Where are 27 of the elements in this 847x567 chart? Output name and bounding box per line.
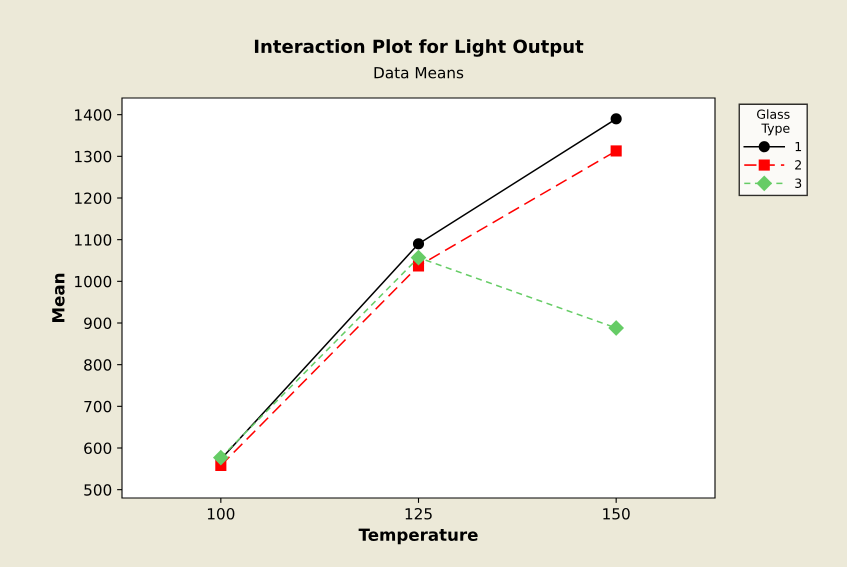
point: [410, 250, 426, 266]
x-tick-label: 125: [406, 508, 432, 520]
y-tick-label: 800: [84, 359, 112, 371]
y-tick-label: 600: [84, 442, 112, 454]
y-tick-label: 1000: [75, 276, 112, 288]
legend-label: 2: [795, 160, 801, 170]
y-tick-label: 500: [84, 484, 112, 496]
x-tick-label: 150: [603, 508, 630, 520]
y-tick-label: 1400: [75, 109, 112, 121]
point: [608, 320, 624, 336]
y-tick-label: 900: [84, 317, 112, 330]
y-tick-label: 1200: [75, 192, 112, 204]
y-tick-label: 1300: [75, 150, 112, 162]
y-axis-title: Mean: [52, 274, 65, 322]
legend-title: Glass Type: [757, 109, 790, 136]
legend-label: 3: [795, 178, 802, 188]
chart-subtitle: Data Means: [374, 67, 464, 78]
point: [610, 113, 622, 124]
chart-title: Interaction Plot for Light Output: [254, 39, 584, 57]
y-tick-label: 1100: [75, 234, 112, 246]
y-tick-label: 700: [84, 400, 112, 412]
point: [213, 450, 228, 466]
legend-label: 1: [796, 142, 802, 152]
x-axis-title: Temperature: [358, 528, 478, 544]
point: [412, 238, 424, 250]
x-tick-label: 100: [208, 508, 234, 520]
point: [610, 145, 622, 156]
